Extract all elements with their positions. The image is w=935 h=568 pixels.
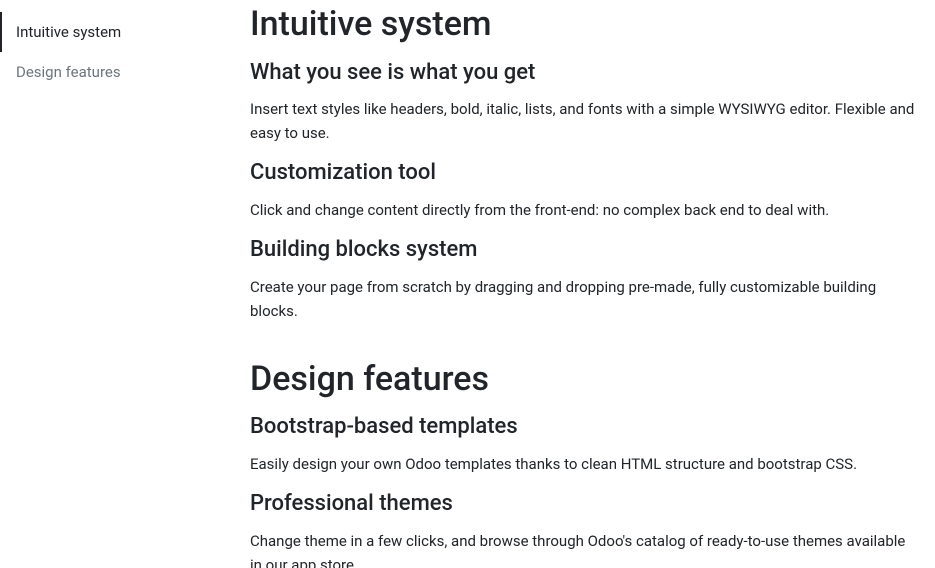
subsection-body: Create your page from scratch by draggin… <box>250 275 915 323</box>
toc-link-design-features[interactable]: Design features <box>0 52 250 92</box>
content-area: Intuitive system What you see is what yo… <box>250 0 935 568</box>
subsection-heading: Professional themes <box>250 490 915 519</box>
subsection-heading: Bootstrap-based templates <box>250 413 915 442</box>
table-of-contents: Intuitive system Design features <box>0 0 250 568</box>
toc-link-label: Intuitive system <box>16 23 121 41</box>
section-title-intuitive-system: Intuitive system <box>250 4 915 45</box>
toc-link-intuitive-system[interactable]: Intuitive system <box>0 12 250 52</box>
subsection-heading: What you see is what you get <box>250 59 915 88</box>
toc-link-label: Design features <box>16 63 121 81</box>
subsection-body: Change theme in a few clicks, and browse… <box>250 529 915 568</box>
subsection-heading: Customization tool <box>250 159 915 188</box>
subsection-heading: Building blocks system <box>250 236 915 265</box>
subsection-body: Easily design your own Odoo templates th… <box>250 452 915 476</box>
section-title-design-features: Design features <box>250 359 915 400</box>
subsection-body: Insert text styles like headers, bold, i… <box>250 97 915 145</box>
page-container: Intuitive system Design features Intuiti… <box>0 0 935 568</box>
subsection-body: Click and change content directly from t… <box>250 198 915 222</box>
